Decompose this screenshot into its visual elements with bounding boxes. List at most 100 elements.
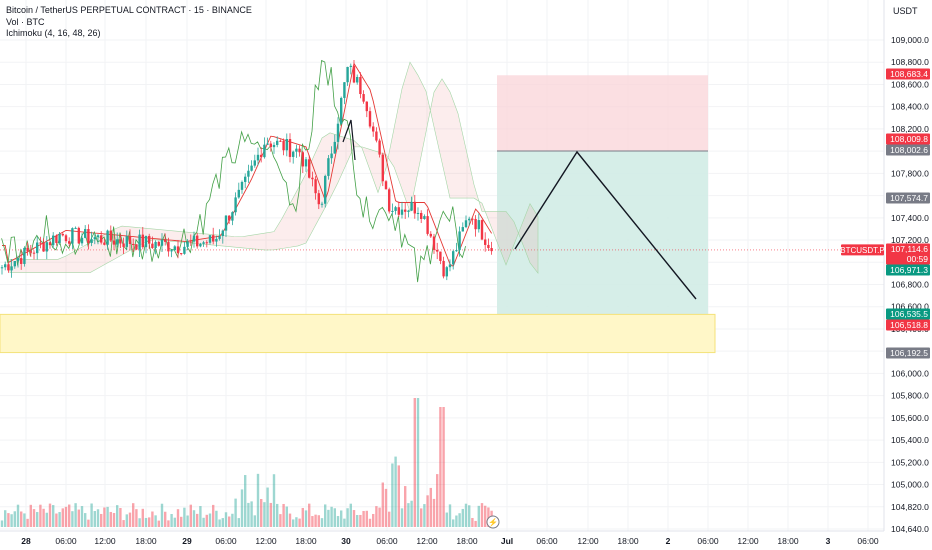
- candle-body: [138, 234, 141, 250]
- volume-bar: [314, 514, 317, 527]
- y-tick-label: 108,200.0: [891, 124, 929, 134]
- volume-bar: [84, 513, 87, 527]
- x-tick-label: 12:00: [94, 536, 116, 546]
- volume-bar: [61, 508, 64, 527]
- volume-bar: [410, 500, 413, 527]
- y-tick-label: 109,000.0: [891, 35, 929, 45]
- volume-bar: [36, 512, 39, 527]
- candle-body: [167, 241, 170, 252]
- candle-body: [260, 154, 263, 158]
- candle-body: [250, 165, 253, 171]
- candle-body: [458, 231, 461, 251]
- candle-body: [109, 230, 112, 241]
- volume-bar: [388, 511, 391, 527]
- volume-bar: [48, 503, 52, 527]
- candle-body: [452, 251, 455, 265]
- candle-body: [311, 177, 314, 180]
- volume-bar: [448, 504, 452, 527]
- volume-indicator-label[interactable]: Vol · BTC: [6, 16, 45, 27]
- price-tag-text: 108,002.6: [890, 145, 928, 155]
- volume-bar: [154, 515, 157, 527]
- candle-body: [368, 111, 372, 127]
- volume-bars: [0, 398, 493, 527]
- candle-body: [61, 233, 64, 236]
- volume-bar: [423, 504, 426, 527]
- candle-body: [279, 140, 282, 142]
- volume-bar: [327, 509, 330, 527]
- candle-body: [148, 235, 151, 244]
- base-line: [2, 62, 492, 267]
- candle-body: [429, 233, 432, 237]
- volume-bar: [109, 511, 112, 527]
- price-tag-text: 107,114.6: [891, 244, 928, 254]
- position-zones[interactable]: [0, 75, 884, 354]
- candle-body: [29, 251, 32, 253]
- candle-body: [234, 197, 237, 213]
- candle-body: [308, 159, 311, 178]
- y-tick-label: 105,400.0: [891, 435, 929, 445]
- stop-loss-zone: [497, 75, 708, 152]
- volume-bar: [212, 504, 215, 527]
- price-tag-text: 108,009.8: [890, 134, 928, 144]
- candle-body: [423, 216, 426, 219]
- candle-body: [119, 239, 122, 244]
- take-profit-zone: [497, 151, 708, 315]
- volume-bar: [4, 510, 7, 527]
- volume-bar: [372, 513, 375, 527]
- volume-bar: [292, 519, 295, 527]
- candle-body: [80, 237, 84, 244]
- candle-body: [244, 176, 247, 182]
- price-tag: [886, 264, 930, 276]
- candle-body: [87, 229, 90, 244]
- volume-bar: [461, 508, 464, 527]
- candle-body: [336, 123, 340, 142]
- volume-bar: [429, 487, 432, 527]
- candle-body: [394, 207, 397, 211]
- candle-body: [231, 212, 234, 221]
- candle-body: [333, 141, 336, 154]
- candle-body: [464, 220, 468, 228]
- x-tick-label: 3: [826, 536, 831, 546]
- candle-body: [42, 242, 45, 252]
- volume-bar: [365, 510, 368, 527]
- y-tick-label: 105,000.0: [891, 480, 929, 490]
- candle-body: [116, 239, 119, 245]
- symbol-tag: [841, 244, 884, 256]
- candle-body: [397, 207, 400, 215]
- x-tick-label: 18:00: [617, 536, 639, 546]
- candle-body: [410, 201, 413, 211]
- x-tick-label: 06:00: [215, 536, 237, 546]
- volume-bar: [381, 482, 384, 527]
- volume-bar: [330, 506, 333, 527]
- candle-body: [183, 246, 186, 254]
- candle-body: [96, 235, 100, 238]
- volume-bar: [244, 475, 247, 527]
- volume-bar: [125, 514, 128, 527]
- volume-bar: [308, 503, 311, 527]
- price-tag-text: 106,535.5: [890, 309, 928, 319]
- ichimoku-cloud: [9, 61, 539, 275]
- candle-body: [48, 242, 52, 246]
- volume-bar: [266, 487, 269, 527]
- candle-body: [324, 175, 327, 204]
- ichimoku-lines: [1, 59, 492, 283]
- candle-body: [106, 230, 109, 245]
- y-tick-label: 108,600.0: [891, 79, 929, 89]
- volume-bar: [391, 463, 394, 527]
- volume-bar: [464, 503, 468, 527]
- candle-body: [404, 209, 407, 212]
- candle-body: [304, 159, 308, 167]
- candle-body: [212, 235, 215, 242]
- volume-bar: [208, 513, 212, 527]
- volume-bar: [13, 511, 16, 527]
- projection-path: [514, 150, 697, 300]
- price-tag: [886, 243, 930, 255]
- candle-body: [343, 82, 346, 98]
- drawings[interactable]: ⚡: [342, 119, 697, 529]
- x-tick-label: 06:00: [55, 536, 77, 546]
- ichimoku-indicator-label[interactable]: Ichimoku (4, 16, 48, 26): [6, 28, 101, 38]
- symbol-title[interactable]: Bitcoin / TetherUS PERPETUAL CONTRACT · …: [6, 5, 252, 15]
- x-tick-label: 12:00: [737, 536, 759, 546]
- volume-bar: [170, 513, 173, 527]
